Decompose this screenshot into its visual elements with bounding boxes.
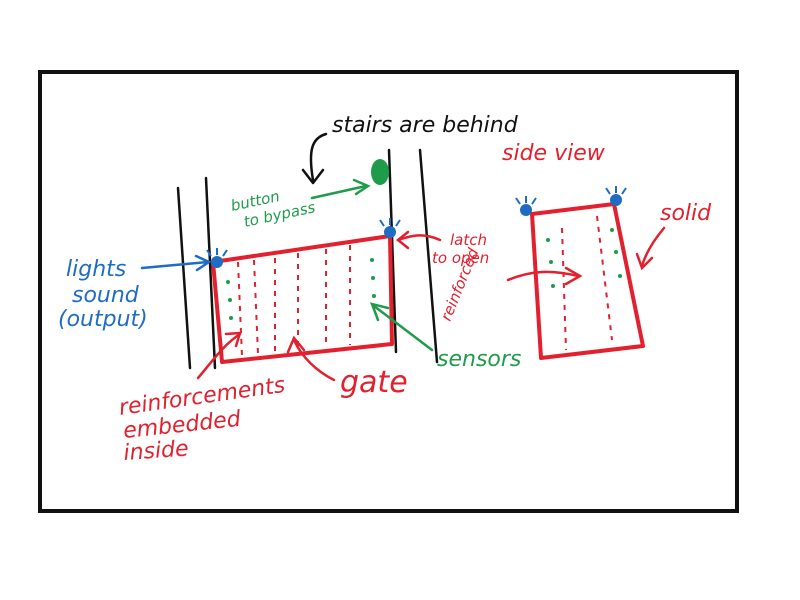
lights-label-3: (output) <box>58 307 148 332</box>
reinforcements-arrow <box>196 331 242 380</box>
side-view-node-right <box>605 186 627 206</box>
lights-node <box>206 248 228 268</box>
frame-border <box>38 70 739 513</box>
gate-sensors <box>226 258 376 320</box>
sensors-label: sensors <box>437 347 521 372</box>
posts <box>176 148 439 370</box>
latch-label-2: to open <box>432 249 489 267</box>
latch-arrow <box>395 230 442 250</box>
reinforced-arrow <box>506 266 583 286</box>
stairs-label: stairs are behind <box>332 113 519 138</box>
latch-node <box>379 218 401 238</box>
gate-label: gate <box>340 365 408 400</box>
gate-arrow <box>286 335 336 382</box>
sensors-arrow <box>369 302 434 352</box>
stairs-arrow <box>301 132 328 185</box>
lights-label-1: lights <box>66 257 126 282</box>
lights-arrow <box>140 254 212 272</box>
side-view-panel <box>515 186 645 360</box>
latch-label-1: latch <box>450 231 487 249</box>
bypass-button <box>371 159 389 185</box>
gate-reinforcements <box>237 245 351 357</box>
lights-label-2: sound <box>72 283 140 308</box>
side-view-node-left <box>515 196 537 216</box>
side-view-label: side view <box>502 141 606 166</box>
bypass-arrow <box>310 178 371 200</box>
solid-arrow <box>635 226 666 271</box>
solid-label: solid <box>660 201 712 226</box>
reinforcements-label-3: inside <box>123 437 190 466</box>
gate <box>211 234 394 364</box>
